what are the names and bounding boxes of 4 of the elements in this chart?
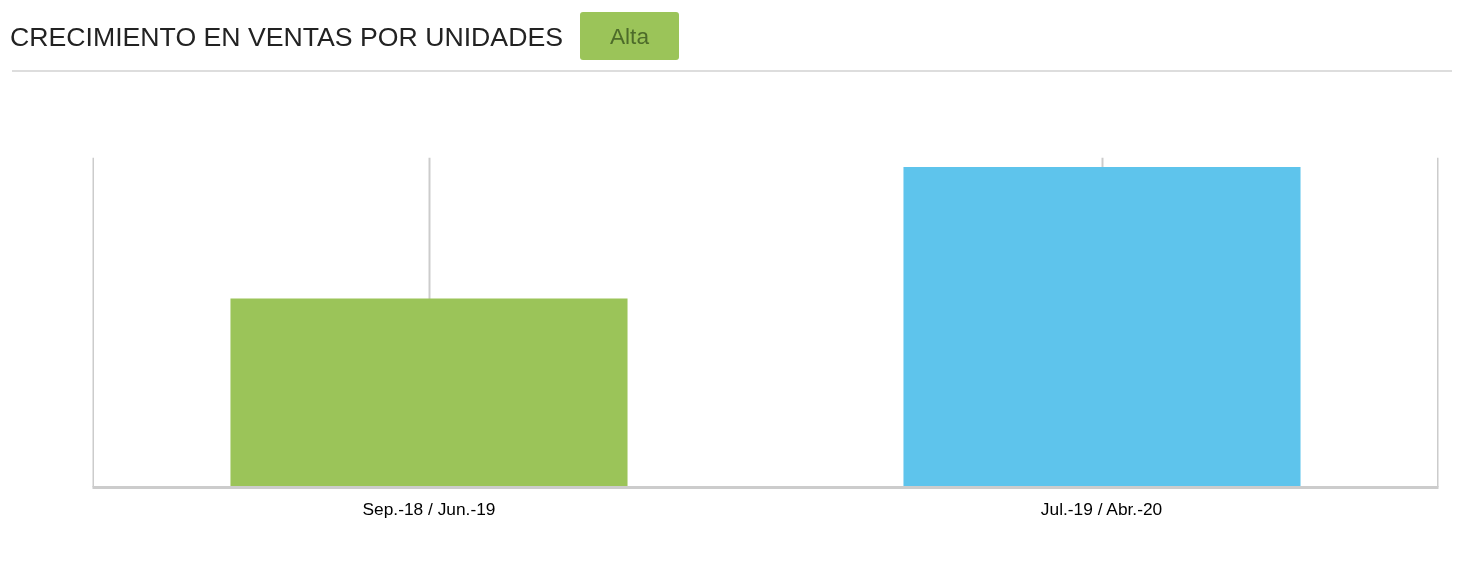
x-tick-label: Jul.-19 / Abr.-20 <box>1040 498 1163 519</box>
x-tick-label: Sep.-18 / Jun.-19 <box>362 498 496 519</box>
chart-subtitle: Alta <box>609 22 649 51</box>
chart-title: CRECIMIENTO EN VENTAS POR UNIDADES <box>10 21 563 54</box>
